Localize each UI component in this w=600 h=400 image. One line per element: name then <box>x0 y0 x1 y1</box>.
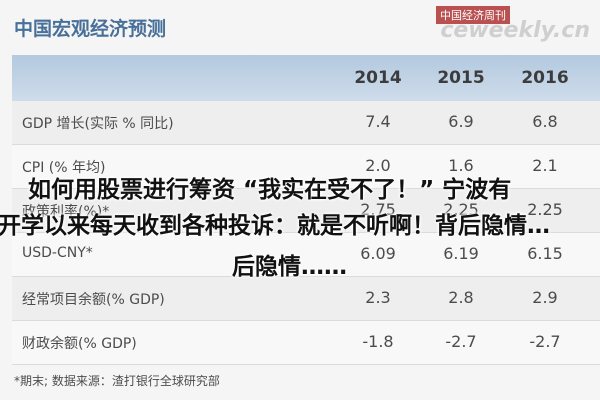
cell: 2.3 <box>365 288 391 307</box>
cell: 7.4 <box>365 112 391 131</box>
cell: 6.09 <box>360 244 396 263</box>
table-row <box>12 145 600 189</box>
overlay-line: 如何用股票进行筹资 “我实在受不了！” 宁波有 <box>28 177 512 203</box>
footnote: *期末; 数据来源：渣打银行全球研究部 <box>14 374 220 388</box>
cell: 2.75 <box>360 200 396 219</box>
table-row <box>12 101 600 145</box>
cell: 2.25 <box>527 200 563 219</box>
cell: 2.25 <box>443 200 479 219</box>
cell: 6.15 <box>527 244 563 263</box>
watermark: 中国经济周刊 <box>436 6 510 24</box>
cell: -2.7 <box>529 332 561 351</box>
table-row <box>12 277 600 321</box>
table-row <box>12 233 600 277</box>
cell: 1.6 <box>448 156 474 175</box>
table-row <box>12 189 600 233</box>
cell: 2.8 <box>448 288 474 307</box>
header-band <box>12 55 600 101</box>
cell: 2.9 <box>532 288 558 307</box>
cell: 2.0 <box>365 156 391 175</box>
title: 中国宏观经济预测 <box>14 18 167 40</box>
watermark-site: ceweekly.cn <box>440 18 590 43</box>
cell: -2.7 <box>445 332 477 351</box>
cell: 6.19 <box>443 244 479 263</box>
column-header: 2014 <box>354 68 402 88</box>
table-row <box>12 321 600 365</box>
row-label: CPI (% 年均) <box>22 160 106 176</box>
column-header: 2016 <box>521 68 569 88</box>
row-label: 政策利率(%)* <box>22 204 110 220</box>
cell: 6.9 <box>448 112 474 131</box>
cell: 6.8 <box>532 112 558 131</box>
overlay-line: 后隐情…… <box>232 254 347 280</box>
row-label: USD-CNY* <box>22 245 93 261</box>
column-header: 2015 <box>437 68 485 88</box>
overlay-line: 开学以来每天收到各种投诉：就是不听啊！背后隐情… <box>0 213 550 239</box>
cell: -1.8 <box>362 332 394 351</box>
cell: 2.1 <box>532 156 558 175</box>
row-label: 财政余额(% GDP) <box>22 336 137 352</box>
row-label: 经常项目余额(% GDP) <box>22 292 165 308</box>
row-label: GDP 增长(实际 % 同比) <box>22 116 174 132</box>
